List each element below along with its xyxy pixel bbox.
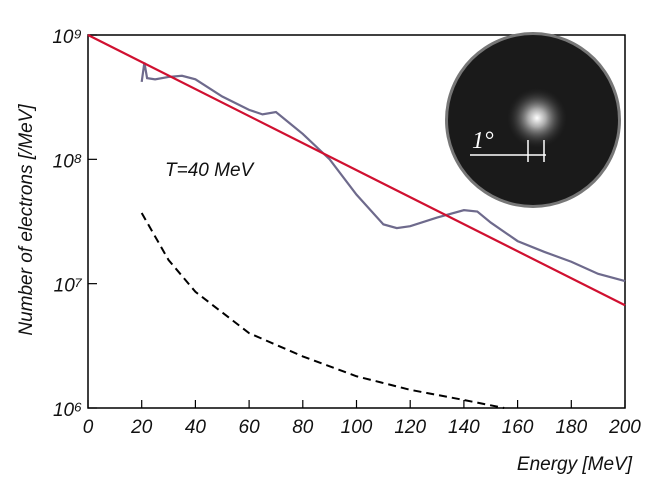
inset-label: 1° [472,128,494,154]
x-tick-label: 80 [292,417,314,438]
y-tick-label: 10⁶ [53,400,82,421]
x-tick-label: 180 [555,417,587,438]
data-line [140,212,505,409]
data-line [140,62,626,283]
x-tick-label: 100 [341,417,373,438]
data-line [87,34,626,307]
x-tick-label: 60 [239,417,261,438]
x-tick-label: 140 [448,417,480,438]
beam-spot [507,88,567,148]
y-axis-title: Number of electrons [/MeV] [16,104,37,336]
x-tick-label: 160 [502,417,534,438]
x-axis-title: Energy [MeV] [517,454,633,475]
inset-image: 1° [445,32,621,208]
x-tick-label: 120 [394,417,426,438]
annotation: T=40 MeV [165,160,256,181]
x-tick-label: 0 [83,417,94,438]
y-tick-label: 10⁸ [53,151,82,172]
x-tick-label: 20 [130,417,153,438]
y-tick-label: 10⁹ [52,27,82,48]
y-tick-label: 10⁷ [54,276,83,297]
x-tick-label: 40 [185,417,207,438]
x-tick-label: 200 [608,417,641,438]
